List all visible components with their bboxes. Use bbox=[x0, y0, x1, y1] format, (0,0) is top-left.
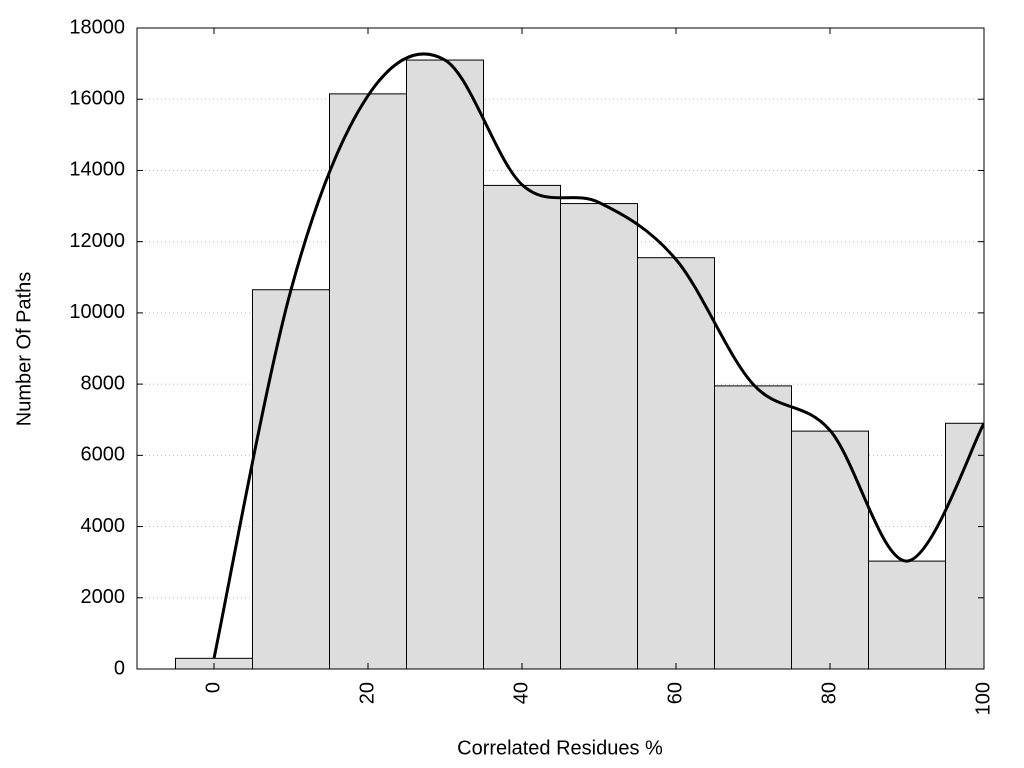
bar bbox=[252, 289, 330, 669]
y-tick-label: 18000 bbox=[69, 16, 125, 38]
x-axis-label: Correlated Residues % bbox=[457, 737, 663, 759]
density-curve bbox=[212, 52, 984, 659]
bar bbox=[868, 560, 946, 669]
bar bbox=[406, 59, 484, 669]
bar bbox=[483, 184, 561, 669]
y-tick-label: 0 bbox=[114, 657, 125, 679]
x-tick-label: 80 bbox=[818, 682, 840, 704]
y-tick-label: 6000 bbox=[81, 444, 126, 466]
bar bbox=[637, 257, 715, 669]
bar bbox=[791, 430, 869, 669]
bar bbox=[714, 385, 792, 669]
y-tick-label: 14000 bbox=[69, 159, 125, 181]
ticks: 0 2000 4000 6000 8000 10000 12000 14000 16000 180… bbox=[69, 16, 994, 715]
y-tick-label: 4000 bbox=[81, 515, 126, 537]
y-axis-label: Number Of Paths bbox=[13, 272, 35, 427]
x-tick-label: 0 bbox=[202, 682, 224, 693]
plot-area bbox=[175, 52, 984, 669]
x-tick-label: 20 bbox=[356, 682, 378, 704]
y-tick-label: 10000 bbox=[69, 301, 125, 323]
y-tick-label: 16000 bbox=[69, 88, 125, 110]
bar bbox=[329, 93, 407, 669]
y-tick-label: 12000 bbox=[69, 230, 125, 252]
x-tick-label: 40 bbox=[510, 682, 532, 704]
y-tick-label: 8000 bbox=[81, 372, 126, 394]
y-tick-label: 2000 bbox=[81, 586, 126, 608]
x-tick-label: 60 bbox=[664, 682, 686, 704]
plot-frame bbox=[136, 27, 985, 670]
bar bbox=[560, 203, 638, 669]
x-tick-label: 100 bbox=[972, 682, 994, 715]
